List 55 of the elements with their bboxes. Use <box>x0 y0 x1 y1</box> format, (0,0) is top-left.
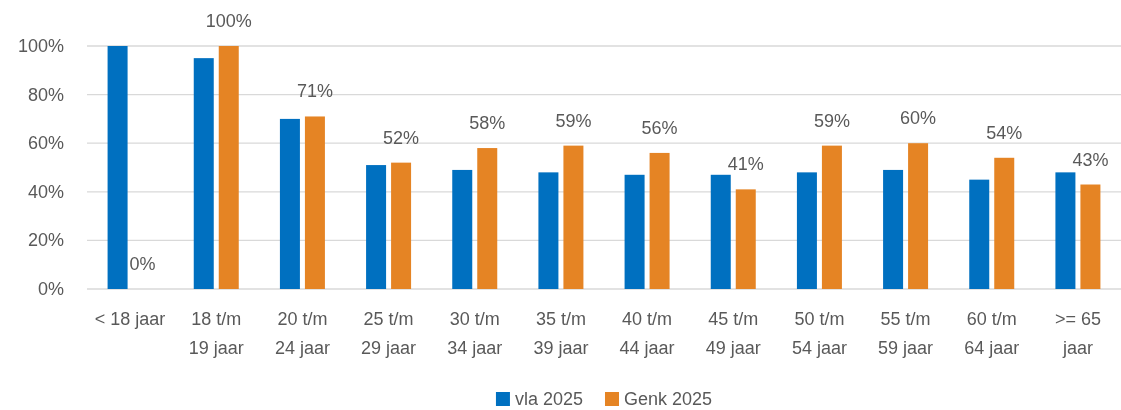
x-tick-label: 18 t/m 19 jaar <box>188 309 244 358</box>
data-label: 59% <box>555 110 592 131</box>
bar <box>304 116 325 289</box>
bar <box>279 118 300 289</box>
data-label: 60% <box>900 108 937 129</box>
bar <box>710 174 731 289</box>
data-label: 0% <box>129 254 156 274</box>
bar <box>821 145 842 289</box>
x-tick-label: 35 t/m 39 jaar <box>533 309 589 358</box>
bar <box>649 152 670 289</box>
data-label: 71% <box>296 81 333 102</box>
y-tick-label: 40% <box>27 181 64 202</box>
bar <box>883 169 904 289</box>
bar <box>994 157 1015 289</box>
data-label: 43% <box>1072 149 1109 170</box>
bar <box>735 189 756 289</box>
y-tick-label: 60% <box>27 133 64 154</box>
data-label: 58% <box>469 113 506 134</box>
bar <box>391 162 412 289</box>
x-tick-label: < 18 jaar <box>94 309 166 329</box>
x-tick-label: 40 t/m 44 jaar <box>619 309 675 358</box>
bar <box>218 46 239 289</box>
x-tick-label: 60 t/m 64 jaar <box>964 309 1020 358</box>
x-tick-label: 45 t/m 49 jaar <box>705 309 761 358</box>
legend-label: Genk 2025 <box>623 389 713 409</box>
bar <box>366 165 387 289</box>
y-tick-label: 80% <box>27 84 64 105</box>
y-tick-label: 20% <box>27 230 64 251</box>
bar <box>107 46 128 289</box>
legend-label: vla 2025 <box>514 389 583 409</box>
data-label: 41% <box>727 154 764 175</box>
bar <box>1055 172 1076 289</box>
x-tick-label: 25 t/m 29 jaar <box>361 309 417 358</box>
data-label: 52% <box>383 127 420 148</box>
x-tick-label: >= 65 jaar <box>1054 309 1101 358</box>
data-label: 56% <box>641 117 678 138</box>
bar <box>1080 184 1101 289</box>
x-tick-label: 50 t/m 54 jaar <box>791 309 847 358</box>
bar <box>538 172 559 289</box>
data-label: 100% <box>205 11 252 31</box>
x-tick-label: 20 t/m 24 jaar <box>274 309 330 358</box>
bar <box>563 145 584 289</box>
bar <box>796 172 817 289</box>
bar <box>193 58 214 289</box>
bar <box>477 148 498 289</box>
data-label: 54% <box>986 122 1023 143</box>
y-tick-label: 100% <box>17 36 64 56</box>
x-tick-label: 30 t/m 34 jaar <box>447 309 503 358</box>
bar <box>452 169 473 289</box>
bar <box>969 179 990 289</box>
bar <box>624 174 645 289</box>
bar <box>908 143 929 289</box>
x-tick-label: 55 t/m 59 jaar <box>878 309 934 358</box>
data-label: 59% <box>813 110 850 131</box>
y-tick-label: 0% <box>37 279 64 299</box>
